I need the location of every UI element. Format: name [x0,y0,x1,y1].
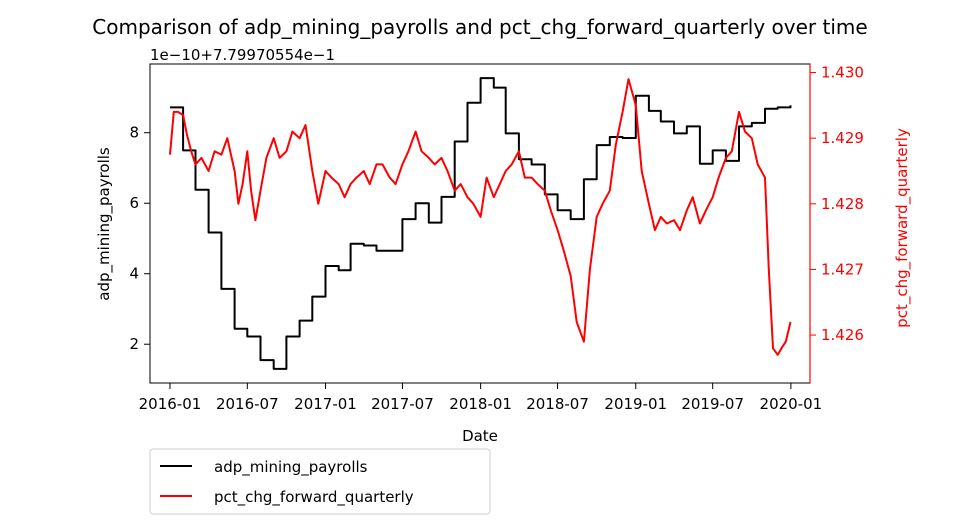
x-tick-label: 2017-01 [294,395,357,413]
x-tick-label: 2018-07 [526,395,589,413]
y-left-tick-label: 2 [129,335,139,353]
series-line-pct-chg-forward-quarterly [169,78,792,356]
y-left-axis-label: adp_mining_payrolls [95,147,114,301]
x-tick-label: 2020-01 [760,395,823,413]
y-left-tick-label: 8 [129,124,139,142]
y-left-tick-label: 4 [129,265,139,283]
legend-label-pct: pct_chg_forward_quarterly [214,488,414,507]
x-tick-label: 2017-07 [371,395,434,413]
series-layer [169,77,792,370]
plot-area [149,63,811,384]
x-tick-label: 2018-01 [449,395,512,413]
y-left-offset-label: 1e−10+7.79970554e−1 [150,46,335,64]
y-left-axis-ticks: 2 4 6 8 [129,124,150,353]
y-right-tick-label: 1.429 [821,129,864,147]
series-line-adp-mining-payrolls [170,77,792,370]
y-right-axis-label: pct_chg_forward_quarterly [893,128,912,328]
chart-title: Comparison of adp_mining_payrolls and pc… [92,15,867,39]
y-right-tick-label: 1.428 [821,195,864,213]
legend-box [149,448,491,515]
x-axis-ticks: 2016-01 2016-07 2017-01 2017-07 2018-01 2018-… [139,383,823,413]
x-axis-label: Date [462,427,498,445]
y-right-tick-label: 1.427 [821,260,864,278]
x-tick-label: 2019-07 [681,395,744,413]
y-right-tick-label: 1.426 [821,326,864,344]
y-right-tick-label: 1.430 [821,64,864,82]
x-tick-label: 2016-07 [216,395,279,413]
x-tick-label: 2019-01 [604,395,667,413]
y-left-tick-label: 6 [129,194,139,212]
legend: adp_mining_payrolls pct_chg_forward_quar… [149,448,491,515]
legend-label-adp: adp_mining_payrolls [214,458,368,477]
x-tick-label: 2016-01 [139,395,202,413]
y-right-axis-ticks: 1.426 1.427 1.428 1.429 1.430 [809,64,864,383]
